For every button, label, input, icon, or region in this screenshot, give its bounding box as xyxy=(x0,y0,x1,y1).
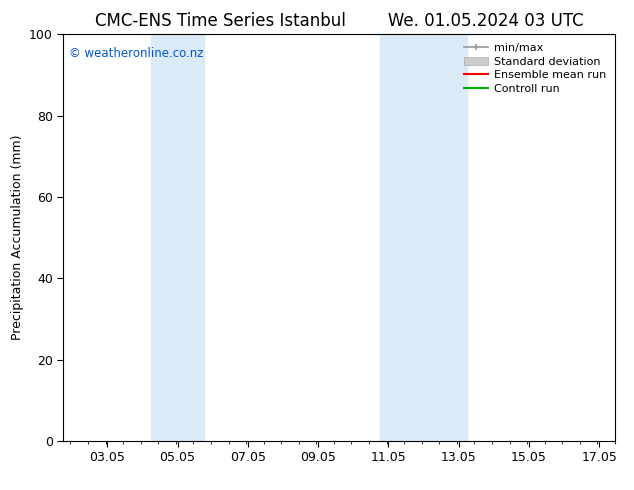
Title: CMC-ENS Time Series Istanbul        We. 01.05.2024 03 UTC: CMC-ENS Time Series Istanbul We. 01.05.2… xyxy=(95,12,583,30)
Bar xyxy=(152,34,204,441)
Y-axis label: Precipitation Accumulation (mm): Precipitation Accumulation (mm) xyxy=(11,135,23,341)
Legend: min/max, Standard deviation, Ensemble mean run, Controll run: min/max, Standard deviation, Ensemble me… xyxy=(460,40,609,97)
Bar xyxy=(380,34,467,441)
Text: © weatheronline.co.nz: © weatheronline.co.nz xyxy=(69,47,204,59)
